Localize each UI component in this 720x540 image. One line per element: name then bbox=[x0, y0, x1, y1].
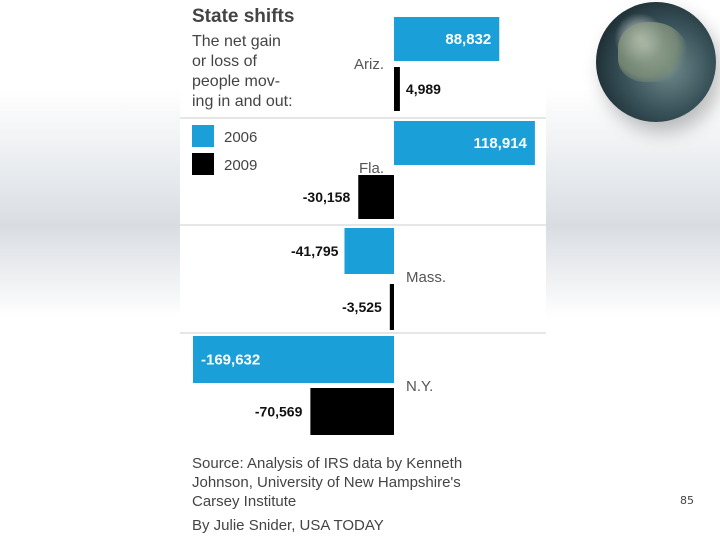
chart-subtitle-line-1: The net gain bbox=[192, 33, 281, 50]
bar-2006 bbox=[193, 336, 394, 383]
bar-2009 bbox=[389, 284, 394, 330]
value-label-2009: -30,158 bbox=[303, 189, 351, 205]
chart-subtitle-line-3: people mov- bbox=[192, 73, 280, 90]
page-number: 85 bbox=[680, 494, 694, 507]
value-label-2009: 4,989 bbox=[406, 81, 441, 97]
bar-2009 bbox=[394, 67, 400, 111]
category-label: Fla. bbox=[359, 160, 384, 177]
value-label-2009: -3,525 bbox=[342, 299, 382, 315]
legend-swatch-2006 bbox=[192, 125, 214, 147]
legend-swatch-2009 bbox=[192, 153, 214, 175]
bar-2006 bbox=[394, 121, 535, 165]
value-label-2006: 88,832 bbox=[445, 31, 491, 48]
chart-title: State shifts bbox=[192, 6, 294, 27]
chart: State shifts The net gain or loss of peo… bbox=[180, 6, 546, 534]
credit-line: By Julie Snider, USA TODAY bbox=[192, 517, 384, 534]
value-label-2006: -41,795 bbox=[291, 243, 339, 259]
value-label-2009: -70,569 bbox=[255, 404, 303, 420]
source-line-2: Johnson, University of New Hampshire's bbox=[192, 474, 461, 491]
bar-2006 bbox=[394, 17, 500, 61]
bar-2009 bbox=[310, 388, 394, 435]
chart-panel: State shifts The net gain or loss of peo… bbox=[180, 0, 546, 540]
source-line-1: Source: Analysis of IRS data by Kenneth bbox=[192, 455, 462, 472]
bar-2006 bbox=[344, 228, 394, 274]
source-line-3: Carsey Institute bbox=[192, 493, 296, 510]
chart-subtitle-line-2: or loss of bbox=[192, 53, 257, 70]
globe-icon bbox=[596, 2, 716, 122]
category-label: Ariz. bbox=[354, 56, 384, 73]
category-label: Mass. bbox=[406, 269, 446, 286]
value-label-2006: -169,632 bbox=[201, 352, 260, 369]
category-label: N.Y. bbox=[406, 378, 433, 395]
legend-label-2009: 2009 bbox=[224, 157, 257, 174]
bar-2009 bbox=[358, 175, 394, 219]
legend-label-2006: 2006 bbox=[224, 129, 257, 146]
chart-subtitle-line-4: ing in and out: bbox=[192, 93, 293, 110]
value-label-2006: 118,914 bbox=[473, 135, 527, 152]
bars-group: 88,832 4,989 Ariz. 118,914 -30,158 Fla. -41,79… bbox=[180, 17, 546, 435]
